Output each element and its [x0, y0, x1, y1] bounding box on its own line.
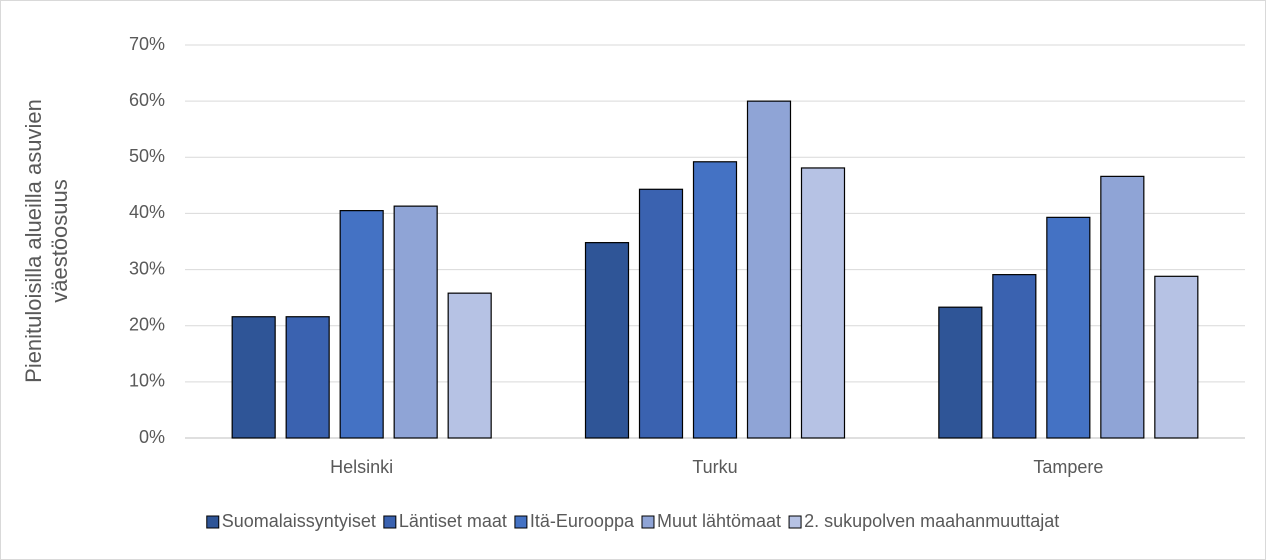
- bar: [231, 316, 276, 439]
- bar: [1100, 175, 1145, 439]
- y-axis-title: Pienituloisilla alueilla asuvienväestöos…: [21, 99, 72, 383]
- legend-label: Suomalaissyntyiset: [222, 511, 376, 531]
- bar: [447, 292, 492, 439]
- legend-swatch: [206, 515, 220, 529]
- y-tick-label: 50%: [129, 146, 165, 166]
- bar: [1154, 275, 1199, 439]
- x-tick-label: Turku: [692, 457, 737, 477]
- bar: [800, 167, 846, 439]
- y-axis-title-line: Pienituloisilla alueilla asuvien: [21, 99, 46, 383]
- legend-label: Itä-Eurooppa: [530, 511, 635, 531]
- bar: [285, 316, 330, 439]
- legend-swatch: [641, 515, 655, 529]
- bar: [638, 188, 684, 439]
- bar: [1046, 216, 1091, 439]
- legend-swatch: [383, 515, 397, 529]
- y-tick-label: 40%: [129, 202, 165, 222]
- bar: [584, 242, 630, 439]
- legend-label: 2. sukupolven maahanmuuttajat: [804, 511, 1059, 531]
- legend-label: Läntiset maat: [399, 511, 507, 531]
- y-axis-title-line: väestöosuus: [47, 179, 72, 303]
- legend-swatch: [514, 515, 528, 529]
- y-tick-label: 30%: [129, 258, 165, 278]
- y-tick-label: 60%: [129, 90, 165, 110]
- y-tick-label: 10%: [129, 371, 165, 391]
- bar: [992, 274, 1037, 439]
- legend-swatch: [788, 515, 802, 529]
- legend: Suomalaissyntyiset Läntiset maat Itä-Euroo…: [206, 511, 1059, 531]
- bar: [746, 100, 792, 439]
- bar: [692, 161, 738, 439]
- y-tick-label: 70%: [129, 34, 165, 54]
- y-tick-label: 0%: [139, 427, 165, 447]
- legend-label: Muut lähtömaat: [657, 511, 781, 531]
- x-tick-label: Helsinki: [330, 457, 393, 477]
- y-tick-label: 20%: [129, 314, 165, 334]
- bar: [938, 306, 983, 439]
- x-tick-label: Tampere: [1033, 457, 1103, 477]
- bar: [393, 205, 438, 439]
- bar: [339, 210, 384, 439]
